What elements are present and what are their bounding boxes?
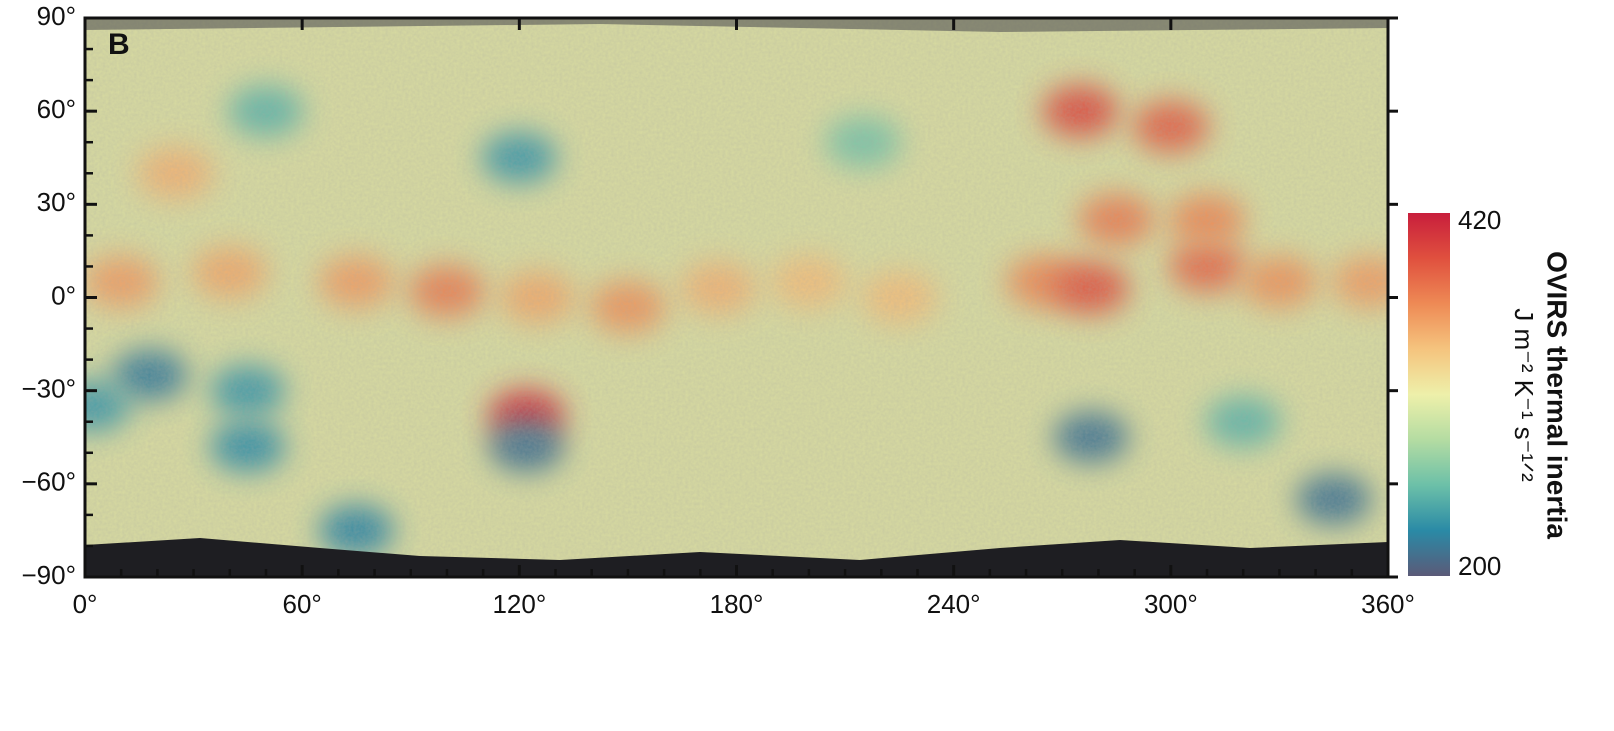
colorbar-units: J m⁻² K⁻¹ s⁻¹ᐟ²	[1509, 308, 1539, 482]
colorbar-tick-label: 200	[1458, 551, 1501, 581]
x-tick-label: 180°	[710, 589, 764, 619]
y-tick-label: −30°	[21, 374, 76, 404]
colorbar	[1408, 213, 1450, 576]
x-tick-label: 120°	[492, 589, 546, 619]
colorbar-title: OVIRS thermal inertia	[1542, 251, 1573, 539]
y-tick-label: 0°	[51, 280, 76, 310]
y-tick-label: 60°	[37, 94, 76, 124]
x-tick-label: 300°	[1144, 589, 1198, 619]
panel-label: B	[108, 28, 130, 61]
map-overlay	[85, 18, 1388, 577]
y-tick-label: −60°	[21, 467, 76, 497]
y-tick-label: −90°	[21, 560, 76, 590]
x-tick-label: 0°	[73, 589, 98, 619]
terrain-texture	[85, 18, 1388, 577]
no-data-region	[85, 538, 1388, 577]
y-tick-label: 90°	[37, 1, 76, 31]
x-tick-label: 240°	[927, 589, 981, 619]
colorbar-tick-label: 420	[1458, 205, 1501, 235]
x-tick-label: 360°	[1361, 589, 1415, 619]
x-tick-label: 60°	[283, 589, 322, 619]
y-tick-label: 30°	[37, 187, 76, 217]
